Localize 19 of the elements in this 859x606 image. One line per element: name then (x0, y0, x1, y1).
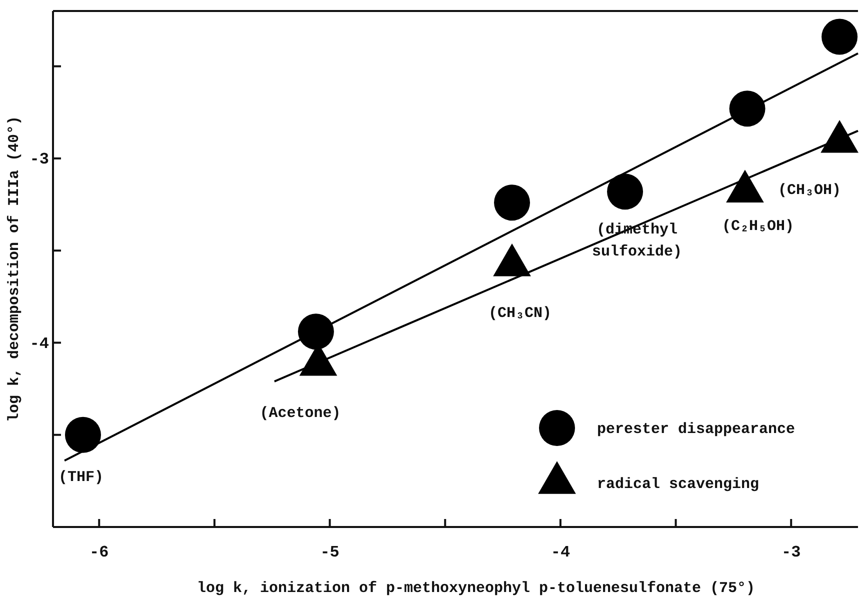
point (822, 18, 858, 55)
x-tick-label: -5 (320, 543, 340, 562)
point (607, 174, 644, 210)
x-tick-label: -6 (90, 543, 109, 562)
y-axis-title: log k, decomposition of IIIa (40°) (6, 116, 23, 422)
legend-label: perester disappearance (597, 421, 796, 438)
annotation: (C₂H₅OH) (722, 218, 794, 235)
point (494, 184, 530, 221)
annotation: (CH₃CN) (488, 305, 552, 322)
annotation: (Acetone) (260, 404, 341, 422)
x-tick-label: -3 (782, 543, 801, 562)
legend-label: radical scavenging (597, 476, 760, 493)
annotation: (CH₃OH) (778, 182, 842, 199)
point (298, 314, 334, 350)
point (729, 90, 766, 127)
point (64, 416, 101, 453)
x-axis-title: log k, ionization of p-methoxyneophyl p-toluenesulfonate (75°) (196, 580, 756, 597)
x-tick-label: -4 (550, 543, 570, 562)
annotation: (THF) (58, 468, 104, 486)
